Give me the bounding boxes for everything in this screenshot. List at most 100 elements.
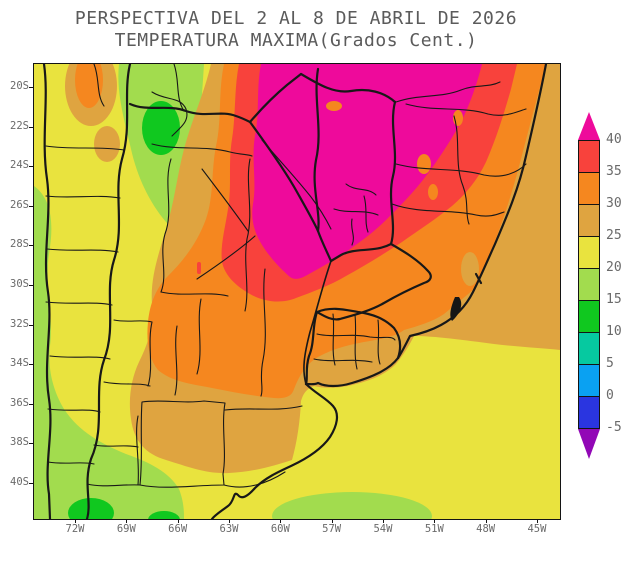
lon-tick — [536, 519, 538, 523]
legend-tick-label: -5 — [606, 420, 622, 435]
band-25-30-coastal-spot — [461, 252, 479, 286]
lon-tick — [485, 519, 487, 523]
band-15-20-west — [34, 186, 184, 519]
lat-tick — [29, 166, 33, 168]
legend-tick-label: 15 — [606, 292, 622, 307]
band-over-40 — [252, 64, 482, 279]
lon-tick-label: 54W — [373, 523, 393, 535]
lat-tick-label: 34S — [10, 357, 29, 370]
lat-tick-label: 38S — [10, 436, 29, 449]
lon-tick — [126, 519, 128, 523]
legend-band — [578, 364, 600, 397]
lat-tick — [29, 324, 33, 326]
lon-tick — [177, 519, 179, 523]
band-25-30-andes-spot — [94, 126, 120, 162]
band-10-15-south2 — [148, 511, 180, 519]
legend-tick-label: 20 — [606, 260, 622, 275]
weather-map — [33, 63, 561, 520]
lon-tick — [434, 519, 436, 523]
page-title: PERSPECTIVA DEL 2 AL 8 DE ABRIL DE 2026 — [74, 8, 518, 29]
legend-band — [578, 140, 600, 173]
lon-tick-label: 66W — [168, 523, 188, 535]
rio-de-la-plata-and-buenos-aires-coastline — [210, 382, 339, 519]
band-10-15-south — [68, 498, 114, 519]
lat-tick-label: 20S — [10, 80, 29, 92]
legend-tick-label: 10 — [606, 324, 622, 339]
lat-tick — [29, 87, 33, 88]
lon-tick — [75, 519, 76, 523]
uruguay-brazil-border — [315, 307, 402, 360]
uruguay-coastline — [304, 356, 400, 388]
temperature-bands — [34, 64, 560, 519]
lon-tick — [228, 519, 230, 523]
legend-tick-label: 0 — [606, 388, 614, 403]
lat-tick — [29, 126, 33, 128]
lat-tick — [29, 403, 33, 405]
band-30-35-chile-lens — [75, 64, 103, 108]
legend-band — [578, 172, 600, 205]
brazil-atlantic-coastline — [396, 64, 548, 360]
lat-tick-label: 40S — [10, 476, 29, 488]
paraguay-east-border — [389, 100, 397, 246]
lon-tick — [280, 519, 282, 523]
pacific-coastline — [42, 64, 52, 519]
argentina-brazil-border — [315, 242, 432, 321]
lon-tick-label: 60W — [270, 523, 290, 535]
lon-tick-label: 51W — [424, 523, 444, 535]
lat-tick — [29, 443, 33, 445]
paraguay-river — [313, 67, 333, 263]
band-35-40-hotspot — [197, 262, 201, 274]
lat-tick — [29, 285, 33, 286]
lat-tick-label: 30S — [10, 278, 29, 290]
legend-tick-label: 35 — [606, 164, 622, 179]
legend-band — [578, 332, 600, 365]
band-30-35-spot-paraguay — [326, 101, 342, 111]
color-scale-legend: 40 35 30 25 20 15 10 5 0 -5 — [578, 112, 640, 472]
lon-tick-label: 57W — [322, 523, 342, 535]
title-block: PERSPECTIVA DEL 2 AL 8 DE ABRIL DE 2026 … — [33, 8, 559, 52]
bolivia-argentina-border — [128, 102, 252, 124]
lat-tick-label: 26S — [10, 198, 29, 211]
lat-tick — [29, 364, 33, 366]
uruguay-river-border — [304, 310, 319, 386]
legend-arrow-below — [578, 429, 600, 459]
legend-tick-label: 30 — [606, 196, 622, 211]
legend-arrow-above — [578, 112, 600, 140]
legend-band — [578, 300, 600, 333]
coastal-lagoon — [474, 272, 483, 285]
paraguay-north-border — [299, 72, 397, 104]
band-30-35-spot-brazil1 — [417, 154, 431, 174]
band-15-20-ocean — [272, 492, 432, 519]
lat-tick-label: 28S — [10, 238, 29, 251]
province-borders — [45, 64, 527, 488]
lon-tick-label: 63W — [219, 523, 239, 535]
legend-band — [578, 204, 600, 237]
legend-tick-label: 25 — [606, 228, 622, 243]
lat-tick-label: 24S — [10, 159, 29, 172]
legend-band — [578, 236, 600, 269]
band-30-35-spot-brazil2 — [428, 184, 438, 200]
lat-tick — [29, 205, 33, 207]
lon-tick-label: 45W — [527, 523, 547, 535]
lat-tick-label: 32S — [10, 317, 29, 330]
lat-tick-label: 22S — [10, 119, 29, 132]
lagoa-dos-patos — [450, 297, 462, 321]
lon-tick — [382, 519, 384, 523]
temperature-contour-map — [34, 64, 560, 519]
band-10-15-andes — [142, 101, 180, 155]
page-subtitle: TEMPERATURA MAXIMA(Grados Cent.) — [114, 29, 478, 51]
lon-tick-label: 69W — [116, 523, 136, 535]
bolivia-paraguay-border — [248, 72, 303, 124]
legend-tick-label: 5 — [606, 356, 614, 371]
lon-tick-label: 48W — [476, 523, 496, 535]
lat-tick-label: 36S — [10, 396, 29, 409]
legend-band — [578, 396, 600, 429]
lon-tick — [331, 519, 333, 523]
lat-tick — [29, 483, 33, 484]
legend-band — [578, 268, 600, 301]
lat-tick — [29, 245, 33, 247]
lon-tick-label: 72W — [65, 523, 85, 535]
paraguay-south-border — [329, 242, 393, 263]
parana-river — [303, 260, 332, 385]
